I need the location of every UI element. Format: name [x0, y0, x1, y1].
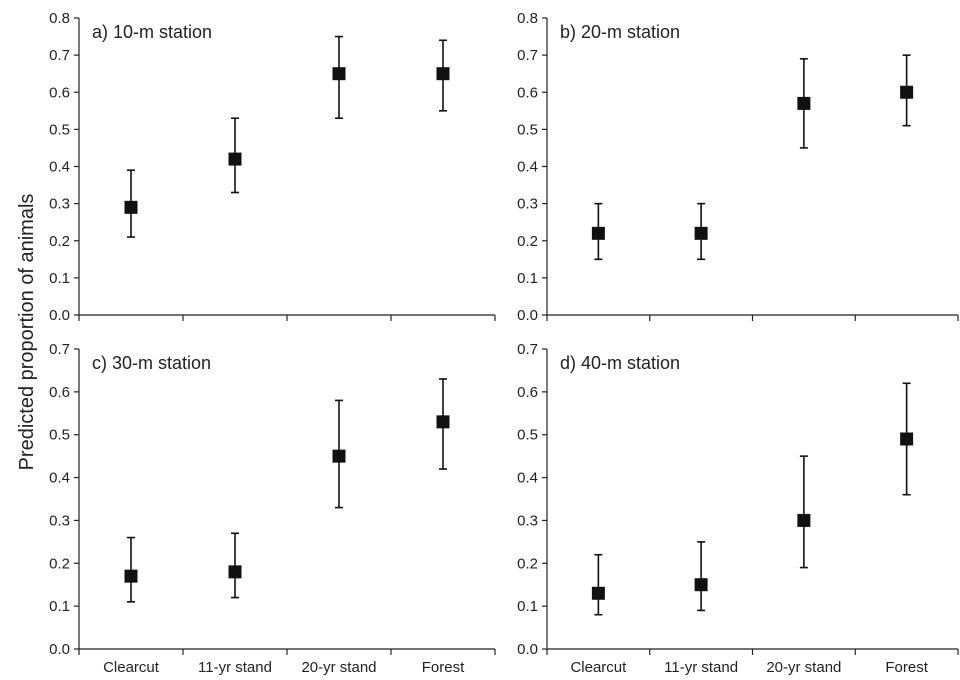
y-tick-label: 0.4	[517, 470, 538, 487]
y-tick-label: 0.7	[49, 47, 70, 64]
y-tick-label: 0.0	[517, 307, 538, 324]
x-tick-label: 20-yr stand	[301, 659, 376, 675]
x-tick-label: Clearcut	[103, 659, 160, 675]
data-point	[228, 565, 242, 579]
y-tick-label: 0.6	[517, 384, 538, 401]
y-tick-label: 0.8	[517, 10, 538, 27]
y-tick-label: 0.0	[49, 641, 70, 658]
panel-label: b) 20-m station	[560, 22, 680, 42]
y-tick-label: 0.4	[49, 470, 70, 487]
data-point	[124, 569, 138, 583]
y-tick-label: 0.7	[517, 47, 538, 64]
data-point	[694, 578, 708, 592]
data-point	[332, 449, 346, 463]
y-tick-label: 0.4	[49, 159, 70, 176]
y-tick-label: 0.5	[517, 427, 538, 444]
y-tick-label: 0.6	[49, 84, 70, 101]
x-tick-label: Forest	[885, 659, 928, 675]
data-point	[900, 432, 914, 446]
data-point	[124, 200, 138, 214]
y-tick-label: 0.5	[517, 121, 538, 138]
panel-b: 0.0 0.1 0.2 0.3 0.4 0.5 0.6 0.7 0.8 b) 20-m stati…	[517, 10, 959, 324]
data-point	[436, 415, 450, 429]
data-point	[436, 67, 450, 81]
x-tick-label: Forest	[422, 659, 465, 675]
y-tick-label: 0.6	[49, 384, 70, 401]
y-tick-label: 0.5	[49, 121, 70, 138]
y-tick-label: 0.0	[49, 307, 70, 324]
x-tick-label: Clearcut	[570, 659, 627, 675]
y-tick-label: 0.1	[517, 598, 538, 615]
panel-label: d) 40-m station	[560, 353, 680, 373]
y-tick-label: 0.0	[517, 641, 538, 658]
panel-label: c) 30-m station	[92, 353, 211, 373]
data-point	[332, 67, 346, 81]
x-tick-label: 20-yr stand	[766, 659, 841, 675]
data-point	[591, 226, 605, 240]
y-tick-label: 0.3	[49, 512, 70, 529]
x-tick-label: 11-yr stand	[664, 659, 738, 675]
panel-c: 0.0 0.1 0.2 0.3 0.4 0.5 0.6 0.7 Clearcut 11-yr st…	[49, 341, 496, 676]
panel-label: a) 10-m station	[92, 22, 212, 42]
y-tick-label: 0.3	[517, 512, 538, 529]
y-tick-label: 0.4	[517, 159, 538, 176]
data-point	[797, 513, 811, 527]
y-tick-label: 0.7	[49, 341, 70, 358]
y-tick-label: 0.3	[49, 196, 70, 213]
y-tick-label: 0.1	[517, 270, 538, 287]
data-point	[900, 85, 914, 99]
y-tick-label: 0.5	[49, 427, 70, 444]
y-axis-label: Predicted proportion of animals	[16, 194, 38, 471]
x-tick-label: 11-yr stand	[198, 659, 272, 675]
y-tick-label: 0.1	[49, 598, 70, 615]
data-point	[228, 152, 242, 166]
data-point	[694, 226, 708, 240]
panel-d: 0.0 0.1 0.2 0.3 0.4 0.5 0.6 0.7 Clearcut 11-yr st…	[517, 341, 959, 676]
y-tick-label: 0.2	[517, 555, 538, 572]
data-point	[797, 96, 811, 110]
y-tick-label: 0.2	[49, 555, 70, 572]
y-tick-label: 0.6	[517, 84, 538, 101]
y-tick-label: 0.8	[49, 10, 70, 27]
y-tick-label: 0.2	[49, 233, 70, 250]
y-tick-label: 0.2	[517, 233, 538, 250]
y-tick-label: 0.1	[49, 270, 70, 287]
y-tick-label: 0.7	[517, 341, 538, 358]
y-tick-label: 0.3	[517, 196, 538, 213]
data-point	[591, 586, 605, 600]
panel-a: 0.0 0.1 0.2 0.3 0.4 0.5 0.6 0.7 0.8 a) 10-m stati…	[49, 10, 496, 324]
